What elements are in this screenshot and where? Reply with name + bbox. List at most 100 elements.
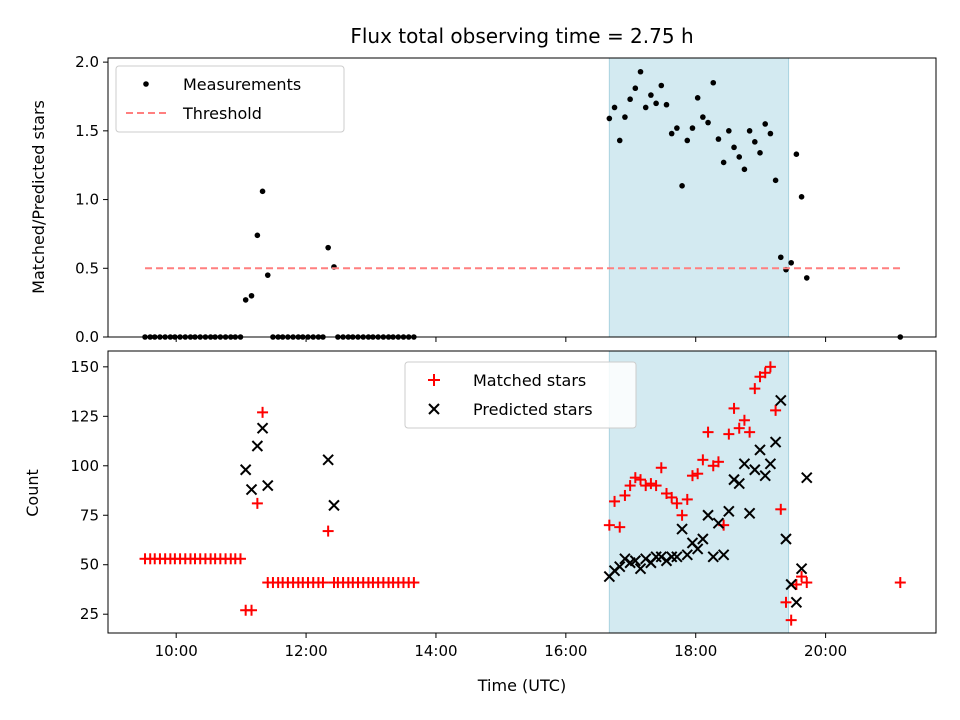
predicted-star-point xyxy=(769,436,782,448)
measurement-point xyxy=(242,297,249,303)
measurement-point xyxy=(705,119,711,126)
x-tick-label: 16:00 xyxy=(544,642,587,660)
predicted-star-point xyxy=(671,551,683,563)
count-y-axis-label: Count xyxy=(23,469,42,517)
ratio-plot-frame xyxy=(107,57,937,338)
x-tick-label: 18:00 xyxy=(674,642,717,660)
measurement-point xyxy=(674,125,680,131)
matched-star-point xyxy=(603,519,615,531)
measurement-point xyxy=(668,130,675,137)
matched-star-point xyxy=(785,614,797,626)
predicted-star-point xyxy=(697,533,709,545)
legend-label-matched: Matched stars xyxy=(473,371,586,390)
measurement-point xyxy=(715,136,722,142)
predicted-star-point xyxy=(717,549,730,561)
measurement-point xyxy=(684,137,691,144)
measurement-point xyxy=(736,154,743,160)
measurement-point xyxy=(710,79,717,86)
matched-star-point xyxy=(749,383,761,395)
x-tick-label: 14:00 xyxy=(414,642,457,660)
predicted-star-point xyxy=(650,551,662,563)
matched-star-point xyxy=(697,454,709,466)
measurement-point xyxy=(637,68,644,75)
legend-marker-predicted xyxy=(428,403,440,415)
ratio-legend: Measurements Threshold xyxy=(115,65,345,133)
matched-star-point xyxy=(728,402,740,414)
measurement-point xyxy=(254,232,261,239)
predicted-star-point xyxy=(759,469,771,482)
predicted-star-point xyxy=(775,394,787,407)
measurement-point xyxy=(762,121,769,127)
matched-star-point xyxy=(609,495,621,507)
legend-label-measurements: Measurements xyxy=(183,75,301,94)
measurement-point xyxy=(627,96,633,103)
legend-marker-matched xyxy=(428,374,440,386)
measurement-point xyxy=(679,183,685,189)
ratio-y-tick-label: 1.5 xyxy=(75,122,99,140)
matched-star-point xyxy=(671,497,683,509)
matched-star-point xyxy=(733,422,745,434)
count-y-tick-label: 75 xyxy=(80,506,99,524)
matched-star-point xyxy=(635,474,647,486)
ratio-y-tick-label: 0.5 xyxy=(75,259,99,277)
matched-star-point xyxy=(322,525,334,537)
measurement-point xyxy=(248,292,255,299)
matched-star-point xyxy=(686,470,698,482)
measurement-point xyxy=(731,144,737,151)
x-tick-label: 12:00 xyxy=(284,642,327,660)
measurement-point xyxy=(632,85,639,92)
count-observing-window-shade xyxy=(608,350,790,634)
x-axis-label: Time (UTC) xyxy=(477,676,566,695)
count-y-tick-label: 25 xyxy=(80,605,99,623)
matched-star-point xyxy=(780,596,792,608)
measurement-point xyxy=(726,128,732,134)
ratio-observing-window-shade xyxy=(608,57,790,338)
predicted-star-point xyxy=(738,458,751,470)
predicted-star-point xyxy=(665,551,678,563)
count-y-tick-label: 100 xyxy=(70,457,99,475)
measurement-point xyxy=(767,130,774,137)
matched-star-point xyxy=(759,367,771,379)
predicted-star-point xyxy=(245,483,258,496)
measurement-point xyxy=(793,151,800,158)
predicted-star-point xyxy=(764,458,777,470)
count-y-tick-label: 125 xyxy=(70,407,99,425)
predicted-star-point xyxy=(743,507,756,519)
count-plot-frame xyxy=(107,350,937,634)
predicted-star-point xyxy=(262,479,274,492)
measurement-point xyxy=(658,82,665,89)
matched-star-point xyxy=(408,577,420,589)
chart-title: Flux total observing time = 2.75 h xyxy=(350,24,693,48)
matched-star-point xyxy=(251,497,263,509)
measurement-point xyxy=(259,188,266,195)
matched-star-point xyxy=(655,462,667,474)
x-tick-label: 10:00 xyxy=(155,642,198,660)
measurement-point xyxy=(798,194,805,200)
matched-star-point xyxy=(764,361,776,373)
ratio-y-tick-label: 1.0 xyxy=(75,191,99,209)
matched-star-point xyxy=(614,521,626,533)
matched-star-point xyxy=(712,456,724,468)
predicted-star-point xyxy=(256,422,269,434)
count-legend-box xyxy=(404,361,637,429)
matched-star-point xyxy=(894,577,906,589)
predicted-star-point xyxy=(707,551,719,563)
predicted-star-point xyxy=(634,562,647,575)
matched-star-point xyxy=(619,489,631,501)
ratio-panel: Flux total observing time = 2.75 h 0.0 0.… xyxy=(29,24,937,346)
measurement-point xyxy=(648,92,654,98)
matched-star-point xyxy=(775,503,787,515)
matched-star-point xyxy=(801,577,813,589)
matched-star-point xyxy=(681,493,693,505)
predicted-star-point xyxy=(629,555,642,567)
ratio-y-tick-label: 2.0 xyxy=(75,53,99,71)
predicted-star-point xyxy=(754,444,766,456)
matched-star-point xyxy=(246,604,258,616)
ratio-y-tick-label: 0.0 xyxy=(75,328,99,346)
matched-star-point xyxy=(624,480,636,492)
matched-star-point xyxy=(692,468,704,480)
measurement-point xyxy=(689,125,696,131)
matched-star-point xyxy=(317,577,329,589)
measurement-point xyxy=(642,104,649,111)
